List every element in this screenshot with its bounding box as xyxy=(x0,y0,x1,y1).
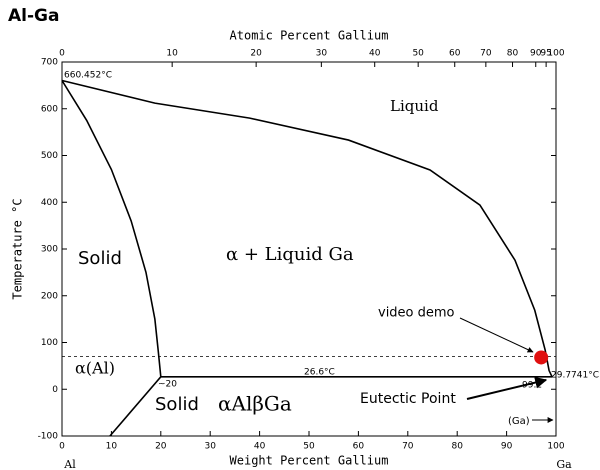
annotation: Solid xyxy=(78,248,122,269)
chart-title: Al-Ga xyxy=(8,6,59,26)
annotation: Eutectic Point xyxy=(360,391,456,407)
x2-tick-label: 80 xyxy=(507,49,519,59)
y-tick-label: 400 xyxy=(41,198,58,208)
annotation: 29.7741°C xyxy=(551,371,599,381)
annotation: Al xyxy=(63,458,76,470)
annotation: αAlβGa xyxy=(218,392,292,416)
x-tick-label: 80 xyxy=(451,442,463,452)
y-tick-label: 300 xyxy=(41,245,58,255)
phase-line xyxy=(61,80,162,377)
x-tick-label: 60 xyxy=(353,442,365,452)
y-axis-title: Temperature °C xyxy=(11,198,25,299)
x-tick-label: 70 xyxy=(402,442,414,452)
phase-line xyxy=(61,79,553,378)
x2-tick-label: 70 xyxy=(480,49,492,59)
annotation: α + Liquid Ga xyxy=(226,244,354,265)
x-tick-label: 0 xyxy=(59,442,65,452)
x-tick-label: 40 xyxy=(254,442,266,452)
x2-tick-label: 40 xyxy=(369,49,381,59)
annotation: α(Al) xyxy=(75,359,115,378)
y-tick-label: 600 xyxy=(41,104,58,114)
phase-line xyxy=(109,376,162,437)
y-tick-label: 100 xyxy=(41,338,58,348)
x-tick-label: 90 xyxy=(501,442,513,452)
x2-tick-label: 10 xyxy=(166,49,178,59)
annotation: 660.452°C xyxy=(64,71,112,81)
arrow xyxy=(459,317,534,353)
annotation: Liquid xyxy=(390,97,439,115)
annotation: ~20 xyxy=(158,380,177,390)
annotation: Solid xyxy=(155,394,199,415)
y-tick-label: 700 xyxy=(41,58,58,68)
x2-tick-label: 60 xyxy=(449,49,461,59)
y-tick-label: 200 xyxy=(41,291,58,301)
data-point xyxy=(534,350,549,365)
x2-tick-label: 90 xyxy=(530,49,542,59)
x-tick-label: 20 xyxy=(155,442,167,452)
x2-tick-label: 30 xyxy=(316,49,328,59)
annotation: Ga xyxy=(556,458,572,470)
x-axis-title: Weight Percent Gallium xyxy=(230,454,389,468)
x2-tick-label: 0 xyxy=(59,49,65,59)
x2-tick-label: 20 xyxy=(250,49,262,59)
x2-tick-label: 95 xyxy=(540,49,551,59)
x2-axis-title: Atomic Percent Gallium xyxy=(230,29,389,43)
x2-tick-label: 100 xyxy=(547,49,564,59)
x-tick-label: 30 xyxy=(204,442,216,452)
annotation: (Ga) xyxy=(508,416,530,427)
y-tick-label: 500 xyxy=(41,151,58,161)
annotation: 99.2 xyxy=(522,381,542,391)
y-tick-label: 0 xyxy=(52,385,58,395)
x-tick-label: 50 xyxy=(303,442,315,452)
annotation: video demo xyxy=(378,306,455,321)
x-tick-label: 100 xyxy=(547,442,564,452)
y-tick-label: -100 xyxy=(38,432,59,442)
annotation: 26.6°C xyxy=(304,368,335,378)
x2-tick-label: 50 xyxy=(412,49,424,59)
arrow xyxy=(466,376,548,400)
x-tick-label: 10 xyxy=(106,442,118,452)
